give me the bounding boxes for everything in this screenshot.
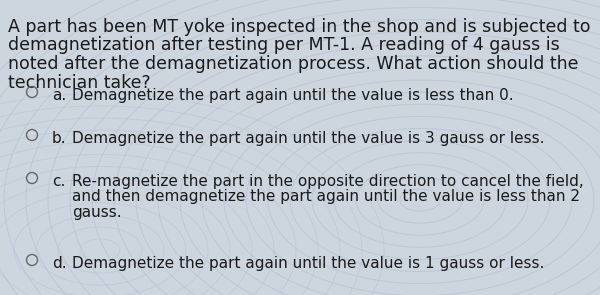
Text: Demagnetize the part again until the value is less than 0.: Demagnetize the part again until the val…	[72, 88, 514, 103]
Text: demagnetization after testing per MT-1. A reading of 4 gauss is: demagnetization after testing per MT-1. …	[8, 37, 560, 55]
Text: gauss.: gauss.	[72, 205, 122, 220]
Text: Demagnetize the part again until the value is 1 gauss or less.: Demagnetize the part again until the val…	[72, 256, 544, 271]
Text: Re-magnetize the part in the opposite direction to cancel the field,: Re-magnetize the part in the opposite di…	[72, 174, 584, 189]
Text: noted after the demagnetization process. What action should the: noted after the demagnetization process.…	[8, 55, 578, 73]
Text: c.: c.	[52, 174, 65, 189]
Text: d.: d.	[52, 256, 67, 271]
Text: b.: b.	[52, 131, 67, 146]
Text: Demagnetize the part again until the value is 3 gauss or less.: Demagnetize the part again until the val…	[72, 131, 545, 146]
Text: technician take?: technician take?	[8, 73, 151, 91]
Text: A part has been MT yoke inspected in the shop and is subjected to: A part has been MT yoke inspected in the…	[8, 18, 590, 36]
Text: a.: a.	[52, 88, 66, 103]
Text: and then demagnetize the part again until the value is less than 2: and then demagnetize the part again unti…	[72, 189, 580, 204]
